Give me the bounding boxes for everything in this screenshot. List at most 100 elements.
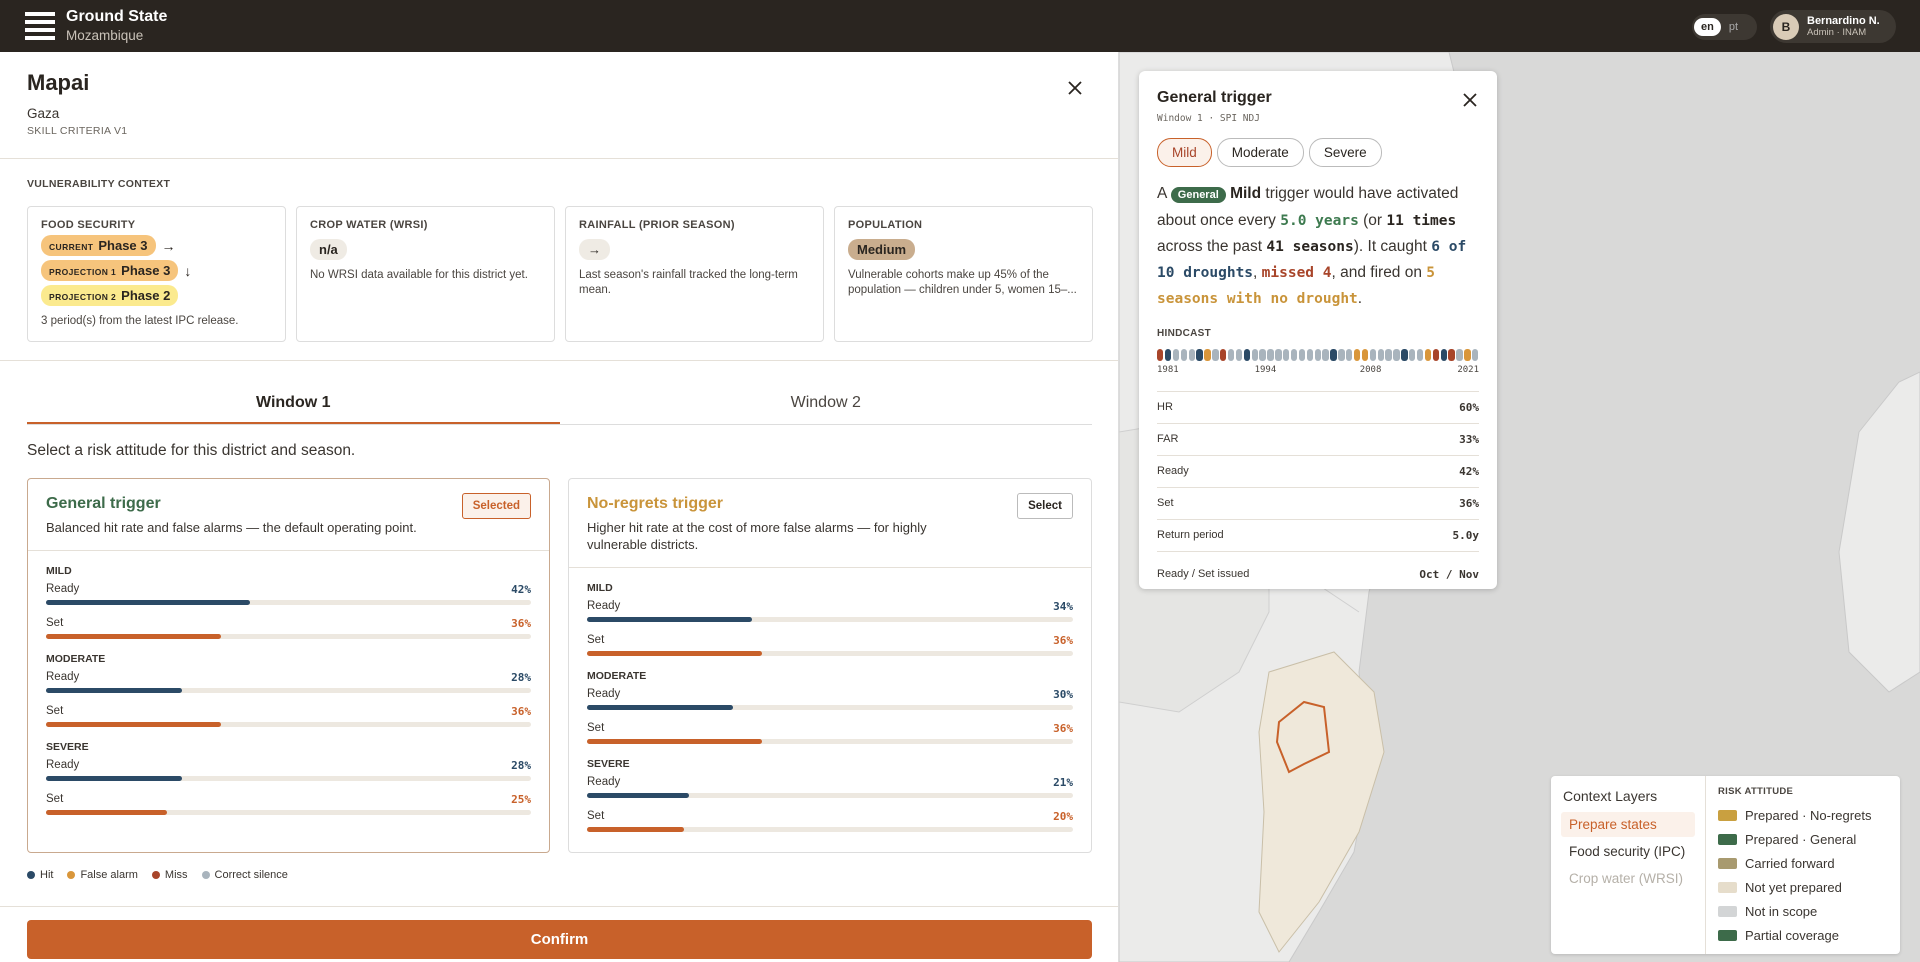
metric-label: Ready xyxy=(46,583,80,595)
metric-row: Ready 30% xyxy=(587,688,1073,701)
hindcast-dot xyxy=(1306,349,1314,361)
phase-label: Phase 2 xyxy=(121,288,171,303)
popup-subtitle: Window 1 · SPI NDJ xyxy=(1157,113,1260,124)
metric-value: 36% xyxy=(511,705,531,718)
confirm-button[interactable]: Confirm xyxy=(27,920,1092,959)
hindcast-dot xyxy=(1275,349,1282,361)
trigger-card[interactable]: No-regrets trigger Higher hit rate at the… xyxy=(568,478,1092,853)
hindcast-dot xyxy=(1322,349,1329,361)
card-title: FOOD SECURITY xyxy=(41,219,136,231)
risk-label: Not yet prepared xyxy=(1745,879,1842,895)
bar-track xyxy=(587,705,1073,710)
legend-item: Hit xyxy=(27,869,53,881)
popup-title: General trigger xyxy=(1157,89,1272,106)
hindcast-dot xyxy=(1298,349,1306,361)
select-button[interactable]: Selected xyxy=(461,493,531,519)
hindcast-dot xyxy=(1440,349,1447,361)
hindcast-dot xyxy=(1196,349,1203,361)
severity-chip[interactable]: Mild xyxy=(1157,138,1212,167)
phase-pill: PROJECTION 2 Phase 2 xyxy=(41,285,179,306)
hindcast-dot xyxy=(1235,349,1243,361)
district-name: Mapai xyxy=(27,70,90,95)
metric-row: Ready 21% xyxy=(587,776,1073,789)
language-toggle: en pt xyxy=(1692,14,1757,40)
hindcast-dot xyxy=(1456,349,1463,361)
metric-value: 36% xyxy=(511,617,531,630)
card-badge: Medium xyxy=(848,239,916,260)
risk-swatch xyxy=(1718,857,1737,869)
summary-piece: across the past xyxy=(1157,238,1267,255)
metric-row: Ready 42% xyxy=(46,583,531,596)
stat-row: Set 36% xyxy=(1157,487,1479,519)
user-role: Admin · INAM xyxy=(1807,27,1867,38)
criteria: SKILL CRITERIA V1 xyxy=(27,125,128,137)
user-menu[interactable]: B Bernardino N. Admin · INAM xyxy=(1770,10,1896,43)
metric-label: Set xyxy=(587,810,605,822)
trigger-title: No-regrets trigger xyxy=(587,495,724,512)
stat-value: Oct / Nov xyxy=(1419,568,1479,581)
metric-row: Ready 28% xyxy=(46,671,531,684)
stat-value: 36% xyxy=(1459,497,1479,510)
year-axis: 1981 1994 2008 2021 xyxy=(1157,361,1479,377)
context-item[interactable]: Crop water (WRSI) xyxy=(1569,871,1684,886)
bar-track xyxy=(46,722,531,727)
card-title: RAINFALL (PRIOR SEASON) xyxy=(579,219,735,231)
hindcast-dot xyxy=(1464,349,1471,361)
legend-label: False alarm xyxy=(80,869,138,881)
stat-row: Return period 5.0y xyxy=(1157,519,1479,551)
summary-piece: Mild xyxy=(1225,185,1262,202)
tab[interactable]: Window 1 xyxy=(27,386,560,424)
context-item[interactable]: Prepare states xyxy=(1561,812,1695,837)
map-legend: Context Layers Prepare states Food securit… xyxy=(1551,776,1900,954)
close-button[interactable] xyxy=(1067,80,1083,96)
hindcast-dot xyxy=(1220,349,1227,361)
severity-level: SEVERE Ready 28% Set 25% xyxy=(28,741,549,815)
divider xyxy=(0,906,1118,907)
level-name: MILD xyxy=(46,565,72,577)
risk-item: Not in scope xyxy=(1718,899,1871,923)
metric-value: 30% xyxy=(1053,688,1073,701)
lang-pt[interactable]: pt xyxy=(1728,21,1739,33)
context-item[interactable]: Food security (IPC) xyxy=(1569,844,1686,859)
phase-pill: PROJECTION 1 Phase 3 xyxy=(41,260,179,281)
bar xyxy=(46,688,182,693)
bar xyxy=(46,810,168,815)
metric-value: 36% xyxy=(1053,634,1073,647)
lang-en[interactable]: en xyxy=(1694,18,1721,36)
severity-level: MILD Ready 42% Set 36% xyxy=(28,565,549,639)
header: Ground State Mozambique en pt B Bernardi… xyxy=(0,0,1920,52)
stat-value: 33% xyxy=(1459,433,1479,446)
stat-row: Ready / Set issued Oct / Nov xyxy=(1157,551,1479,590)
level-name: MILD xyxy=(587,582,613,594)
severity-chip[interactable]: Moderate xyxy=(1216,138,1304,167)
select-button[interactable]: Select xyxy=(1017,493,1073,519)
stat-label: FAR xyxy=(1157,433,1179,445)
summary-piece: ). It caught xyxy=(1353,238,1432,255)
tab[interactable]: Window 2 xyxy=(790,394,861,411)
phase-label: Phase 3 xyxy=(98,238,148,253)
app-subtitle: Mozambique xyxy=(66,28,144,43)
hindcast-dot xyxy=(1385,349,1392,361)
metric-value: 20% xyxy=(1053,810,1073,823)
map: General trigger Window 1 · SPI NDJ Mild Mod… xyxy=(1119,52,1920,962)
trigger-card[interactable]: General trigger Balanced hit rate and fal… xyxy=(27,478,550,853)
phase-tag: PROJECTION 1 xyxy=(49,267,117,277)
legend-label: Correct silence xyxy=(214,869,288,881)
summary-piece: 11 times xyxy=(1386,213,1457,229)
close-button[interactable] xyxy=(1463,91,1477,112)
summary-piece: . xyxy=(1357,290,1363,307)
phase-trend: → xyxy=(161,237,176,254)
menu-icon[interactable] xyxy=(25,12,55,40)
trigger-description: Balanced hit rate and false alarms — the… xyxy=(46,520,417,535)
risk-swatch xyxy=(1718,881,1737,893)
avatar: B xyxy=(1773,13,1799,40)
risk-label: Prepared · General xyxy=(1745,831,1857,847)
hindcast-dot xyxy=(1227,349,1235,361)
level-name: SEVERE xyxy=(46,741,89,753)
hindcast-dot xyxy=(1283,349,1290,361)
stat-value: 60% xyxy=(1459,401,1479,414)
app-title: Ground State xyxy=(66,8,168,25)
risk-item: Prepared · General xyxy=(1718,827,1871,851)
severity-chip[interactable]: Severe xyxy=(1308,138,1382,167)
